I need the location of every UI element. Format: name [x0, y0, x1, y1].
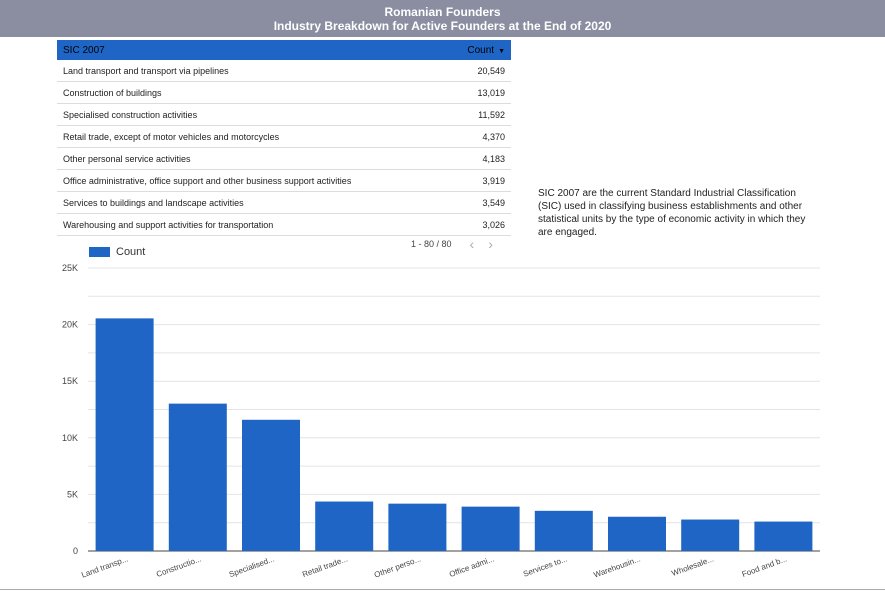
row-count: 20,549 — [477, 65, 505, 76]
y-tick-label: 15K — [62, 376, 78, 386]
bar[interactable] — [315, 501, 374, 551]
y-tick-label: 0 — [73, 546, 78, 556]
row-count: 3,919 — [482, 175, 505, 186]
pagination: 1 - 80 / 80 ‹ › — [411, 236, 493, 252]
row-count: 4,183 — [482, 153, 505, 164]
x-tick-label: Land transp... — [80, 554, 129, 579]
column-header-count-label: Count — [467, 44, 495, 56]
pagination-range: 1 - 80 / 80 — [411, 239, 452, 249]
bar[interactable] — [388, 503, 447, 551]
caret-down-icon: ▼ — [498, 47, 505, 55]
bar-chart: 0 5K 10K 15K 20K 25K Land transp... Constructio… — [62, 263, 820, 580]
x-tick-label: Other perso... — [373, 554, 422, 579]
report-header: Romanian Founders Industry Breakdown for… — [0, 0, 885, 37]
y-tick-label: 25K — [62, 263, 78, 273]
table-row[interactable]: Other personal service activities 4,183 — [57, 148, 511, 170]
table-row[interactable]: Construction of buildings 13,019 — [57, 82, 511, 104]
row-count: 3,549 — [482, 197, 505, 208]
row-count: 3,026 — [482, 219, 505, 230]
table-row[interactable]: Services to buildings and landscape acti… — [57, 192, 511, 214]
table-row[interactable]: Retail trade, except of motor vehicles a… — [57, 126, 511, 148]
row-label: Services to buildings and landscape acti… — [63, 197, 244, 208]
row-label: Specialised construction activities — [63, 109, 198, 120]
x-tick-label: Food and b... — [741, 554, 788, 579]
x-tick-label: Specialised... — [228, 554, 276, 579]
row-count: 4,370 — [482, 131, 505, 142]
y-tick-label: 20K — [62, 320, 78, 330]
table-row[interactable]: Specialised construction activities 11,59… — [57, 104, 511, 126]
row-label: Construction of buildings — [63, 87, 162, 98]
table-row[interactable]: Warehousing and support activities for t… — [57, 214, 511, 236]
row-count: 11,592 — [478, 109, 505, 120]
x-tick-label: Services to... — [522, 554, 569, 578]
bar[interactable] — [242, 419, 300, 551]
bar[interactable] — [168, 403, 227, 551]
column-header-sic[interactable]: SIC 2007 — [63, 44, 105, 56]
row-label: Other personal service activities — [63, 153, 191, 164]
table-row[interactable]: Office administrative, office support an… — [57, 170, 511, 192]
bar[interactable] — [534, 510, 593, 551]
y-tick-label: 10K — [62, 433, 78, 443]
table-row[interactable]: Land transport and transport via pipelin… — [57, 60, 511, 82]
divider — [0, 589, 885, 590]
bar[interactable] — [608, 516, 666, 551]
x-tick-label: Office admi... — [448, 554, 495, 579]
table-header: SIC 2007 Count ▼ — [57, 40, 511, 60]
column-header-count[interactable]: Count ▼ — [467, 45, 511, 56]
row-label: Office administrative, office support an… — [63, 175, 352, 186]
bar[interactable] — [681, 519, 740, 551]
legend-swatch — [89, 247, 110, 257]
x-tick-label: Warehousin... — [593, 554, 642, 579]
legend-label: Count — [116, 246, 146, 258]
sic-table: SIC 2007 Count ▼ Land transport and trans… — [57, 40, 511, 236]
y-tick-label: 5K — [67, 489, 78, 499]
x-tick-label: Retail trade... — [301, 554, 349, 579]
row-label: Land transport and transport via pipelin… — [63, 65, 229, 76]
x-tick-label: Constructio... — [155, 554, 202, 579]
bar[interactable] — [754, 521, 813, 551]
bar[interactable] — [95, 318, 154, 551]
bar[interactable] — [461, 506, 520, 551]
row-label: Warehousing and support activities for t… — [63, 219, 274, 230]
row-label: Retail trade, except of motor vehicles a… — [63, 131, 280, 142]
chart-legend: Count — [89, 246, 145, 258]
report-subtitle: Industry Breakdown for Active Founders a… — [273, 19, 612, 33]
x-tick-label: Wholesale... — [670, 554, 714, 578]
row-count: 13,019 — [477, 87, 505, 98]
chevron-right-icon[interactable]: › — [488, 236, 493, 252]
sic-description: SIC 2007 are the current Standard Indust… — [538, 188, 806, 238]
chevron-left-icon[interactable]: ‹ — [469, 236, 475, 252]
report-title: Romanian Founders — [384, 5, 501, 19]
